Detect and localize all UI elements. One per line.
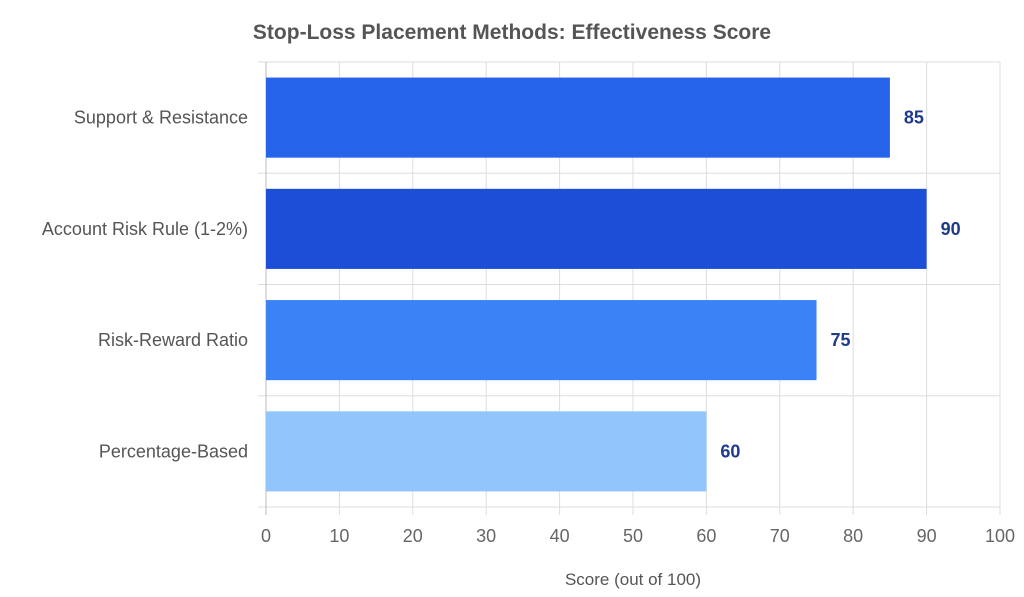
x-axis-title: Score (out of 100) [565, 570, 701, 589]
category-label: Percentage-Based [99, 441, 248, 461]
bar-value-label: 60 [720, 441, 740, 461]
category-label: Support & Resistance [74, 108, 248, 128]
x-tick-label: 10 [329, 526, 349, 546]
x-tick-label: 20 [403, 526, 423, 546]
bar-value-label: 90 [941, 219, 961, 239]
bar-value-label: 75 [831, 330, 851, 350]
x-tick-label: 50 [623, 526, 643, 546]
bar [266, 300, 817, 381]
x-tick-label: 0 [261, 526, 271, 546]
bar [266, 411, 707, 492]
bar [266, 188, 927, 269]
bar-value-label: 85 [904, 108, 924, 128]
x-tick-label: 80 [843, 526, 863, 546]
bar [266, 77, 890, 158]
category-label: Account Risk Rule (1-2%) [42, 219, 248, 239]
x-tick-label: 70 [770, 526, 790, 546]
chart-title: Stop-Loss Placement Methods: Effectivene… [253, 21, 771, 44]
x-tick-label: 100 [985, 526, 1015, 546]
x-tick-label: 60 [696, 526, 716, 546]
category-label: Risk-Reward Ratio [98, 330, 248, 350]
x-tick-label: 90 [917, 526, 937, 546]
bar-layer [266, 77, 927, 492]
x-tick-label: 40 [550, 526, 570, 546]
x-tick-label: 30 [476, 526, 496, 546]
label-layer: 0 10 20 30 40 50 60 70 80 90 100 Support & Resistan… [42, 108, 1015, 546]
